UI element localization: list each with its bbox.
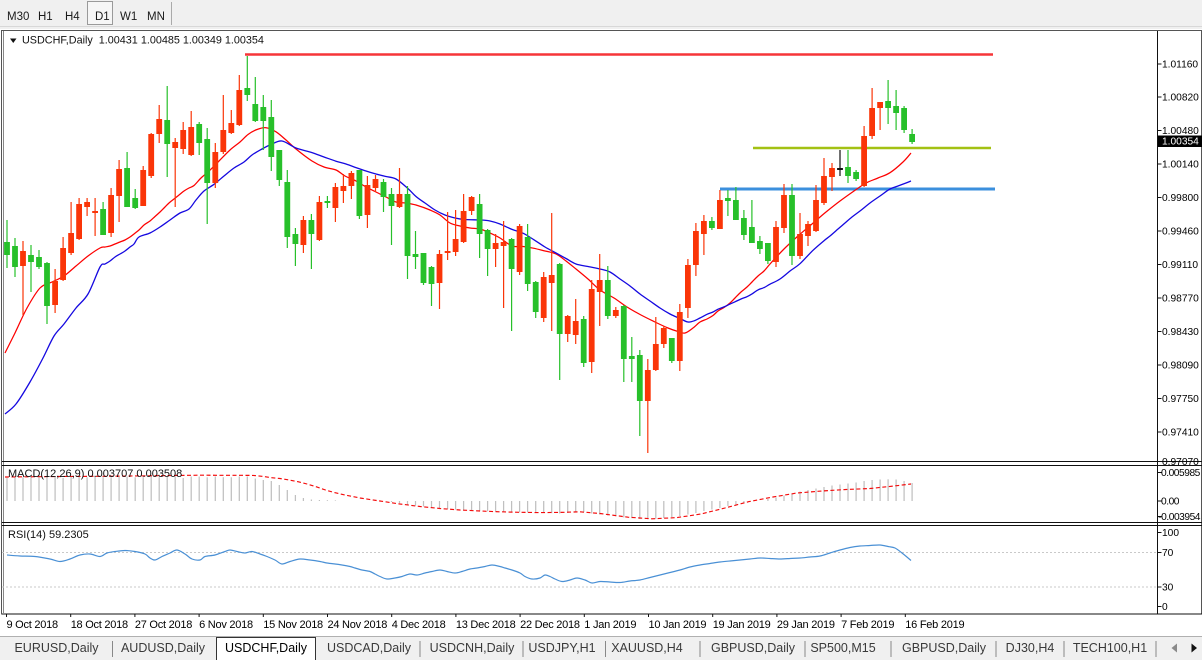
svg-text:AUDUSD,Daily: AUDUSD,Daily (121, 641, 206, 655)
svg-text:USDJPY,H1: USDJPY,H1 (528, 641, 595, 655)
svg-text:0.97070: 0.97070 (1162, 457, 1199, 468)
svg-text:1.01160: 1.01160 (1162, 60, 1198, 71)
svg-text:0.005985: 0.005985 (1161, 468, 1201, 479)
svg-text:USDCHF,Daily 1.00431 1.00485: USDCHF,Daily 1.00431 1.00485 1.00349 1.0… (22, 35, 264, 47)
svg-text:6 Nov 2018: 6 Nov 2018 (199, 619, 253, 631)
svg-text:USDCHF,Daily: USDCHF,Daily (225, 641, 308, 655)
svg-text:70: 70 (1162, 548, 1174, 559)
svg-text:29 Jan 2019: 29 Jan 2019 (777, 619, 835, 631)
svg-text:10 Jan 2019: 10 Jan 2019 (649, 619, 707, 631)
svg-text:H4: H4 (65, 11, 80, 23)
svg-text:15 Nov 2018: 15 Nov 2018 (263, 619, 323, 631)
svg-text:9 Oct 2018: 9 Oct 2018 (7, 619, 58, 631)
svg-text:DJ30,H4: DJ30,H4 (1006, 641, 1055, 655)
svg-text:USDCAD,Daily: USDCAD,Daily (327, 641, 412, 655)
svg-text:27 Oct 2018: 27 Oct 2018 (135, 619, 192, 631)
svg-text:0.98090: 0.98090 (1162, 361, 1199, 372)
svg-text:H1: H1 (38, 11, 53, 23)
svg-text:D1: D1 (95, 11, 110, 23)
svg-text:7 Feb 2019: 7 Feb 2019 (841, 619, 894, 631)
svg-text:4 Dec 2018: 4 Dec 2018 (392, 619, 446, 631)
svg-text:0.98770: 0.98770 (1162, 294, 1199, 305)
svg-text:0.99800: 0.99800 (1162, 193, 1199, 204)
svg-text:RSI(14) 59.2305: RSI(14) 59.2305 (8, 529, 89, 541)
svg-text:0.99110: 0.99110 (1162, 260, 1198, 271)
svg-text:0.97750: 0.97750 (1162, 394, 1199, 405)
svg-text:13 Dec 2018: 13 Dec 2018 (456, 619, 516, 631)
svg-text:W1: W1 (120, 11, 137, 23)
svg-text:0: 0 (1162, 602, 1168, 613)
svg-text:XAUUSD,H4: XAUUSD,H4 (611, 641, 683, 655)
svg-text:-0.003954: -0.003954 (1158, 512, 1201, 523)
svg-text:USDCNH,Daily: USDCNH,Daily (430, 641, 515, 655)
svg-text:1.00354: 1.00354 (1162, 137, 1199, 148)
svg-text:GBPUSD,Daily: GBPUSD,Daily (902, 641, 987, 655)
svg-text:GBPUSD,Daily: GBPUSD,Daily (711, 641, 796, 655)
svg-text:100: 100 (1162, 528, 1179, 539)
svg-text:TECH100,H1: TECH100,H1 (1073, 641, 1147, 655)
svg-text:0.00: 0.00 (1161, 497, 1180, 508)
svg-text:MACD(12,26,9) 0.003707 0.00350: MACD(12,26,9) 0.003707 0.003508 (8, 468, 182, 480)
svg-text:MN: MN (147, 11, 165, 23)
svg-text:22 Dec 2018: 22 Dec 2018 (520, 619, 580, 631)
svg-text:0.98430: 0.98430 (1162, 327, 1199, 338)
svg-text:1.00140: 1.00140 (1162, 160, 1199, 171)
svg-text:0.99460: 0.99460 (1162, 227, 1199, 238)
svg-text:30: 30 (1162, 583, 1174, 594)
svg-text:1.00480: 1.00480 (1162, 126, 1199, 137)
svg-text:EURUSD,Daily: EURUSD,Daily (14, 641, 99, 655)
svg-text:SP500,M15: SP500,M15 (810, 641, 875, 655)
svg-text:16 Feb 2019: 16 Feb 2019 (905, 619, 964, 631)
svg-text:0.97410: 0.97410 (1162, 428, 1199, 439)
svg-text:18 Oct 2018: 18 Oct 2018 (71, 619, 128, 631)
svg-text:24 Nov 2018: 24 Nov 2018 (328, 619, 388, 631)
svg-text:1.00820: 1.00820 (1162, 93, 1199, 104)
svg-text:M30: M30 (7, 11, 29, 23)
svg-text:19 Jan 2019: 19 Jan 2019 (713, 619, 771, 631)
svg-text:1 Jan 2019: 1 Jan 2019 (584, 619, 636, 631)
